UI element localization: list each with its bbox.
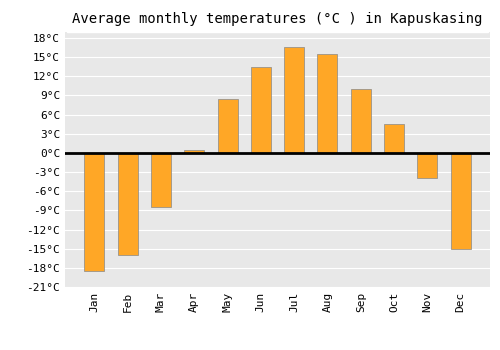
Bar — [284, 48, 304, 153]
Bar — [384, 124, 404, 153]
Bar — [84, 153, 104, 271]
Bar — [151, 153, 171, 207]
Bar — [418, 153, 438, 178]
Bar — [184, 150, 204, 153]
Bar — [118, 153, 138, 255]
Bar — [351, 89, 371, 153]
Title: Average monthly temperatures (°C ) in Kapuskasing: Average monthly temperatures (°C ) in Ka… — [72, 12, 482, 26]
Bar — [450, 153, 470, 248]
Bar — [218, 99, 238, 153]
Bar — [251, 66, 271, 153]
Bar — [318, 54, 338, 153]
